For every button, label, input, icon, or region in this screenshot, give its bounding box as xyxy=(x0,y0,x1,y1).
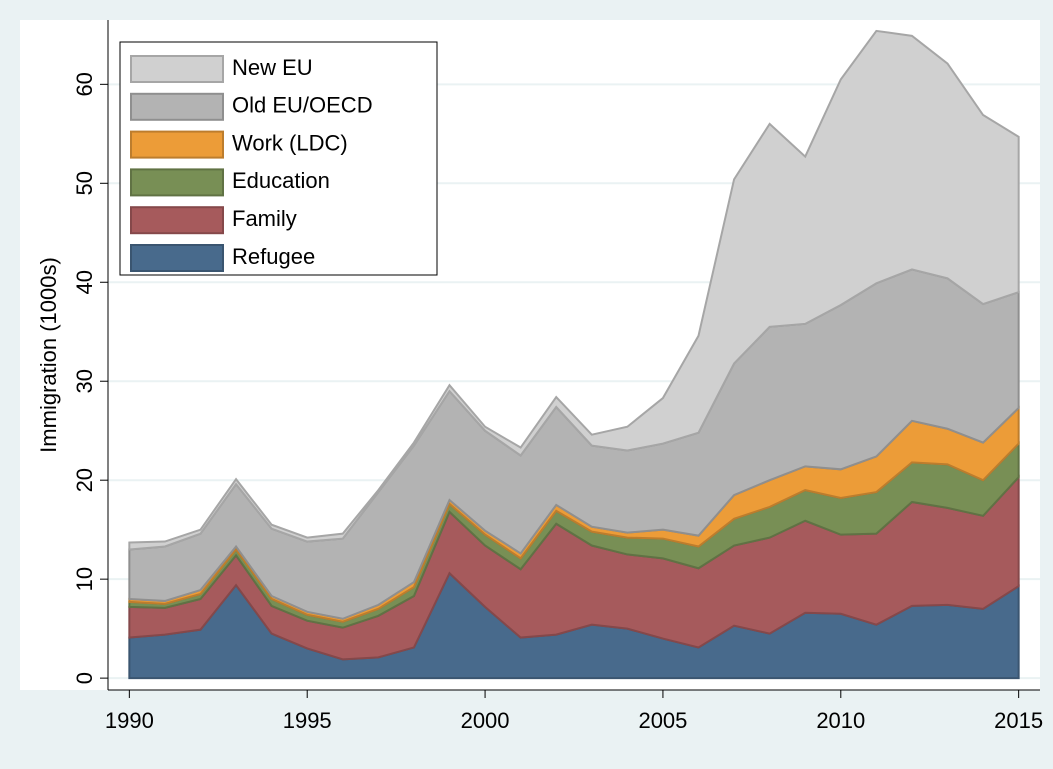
y-tick-label: 20 xyxy=(72,468,97,492)
y-tick-label: 60 xyxy=(72,72,97,96)
area xyxy=(128,29,1020,551)
x-tick-label: 1995 xyxy=(283,708,332,733)
legend-label: Old EU/OECD xyxy=(232,93,373,118)
legend-swatch xyxy=(130,168,224,197)
legend-label: Education xyxy=(232,168,330,193)
legend-label: Work (LDC) xyxy=(232,130,348,155)
legend-swatch xyxy=(130,244,224,272)
x-tick-label: 2000 xyxy=(461,708,510,733)
x-tick-label: 2005 xyxy=(638,708,687,733)
y-tick-label: 0 xyxy=(72,672,97,684)
legend-swatch xyxy=(130,206,224,235)
legend-label: Refugee xyxy=(232,244,315,269)
y-tick-label: 30 xyxy=(72,369,97,393)
legend-label: Family xyxy=(232,206,297,231)
y-axis-label: Immigration (1000s) xyxy=(36,257,61,453)
y-tick-label: 40 xyxy=(72,270,97,294)
legend-label: New EU xyxy=(232,55,313,80)
y-tick-label: 50 xyxy=(72,171,97,195)
legend-swatch xyxy=(130,55,224,83)
x-tick-label: 2015 xyxy=(994,708,1043,733)
legend-swatch xyxy=(130,92,224,121)
x-tick-label: 1990 xyxy=(105,708,154,733)
y-tick-label: 10 xyxy=(72,567,97,591)
legend-swatch xyxy=(130,130,224,159)
x-tick-label: 2010 xyxy=(816,708,865,733)
